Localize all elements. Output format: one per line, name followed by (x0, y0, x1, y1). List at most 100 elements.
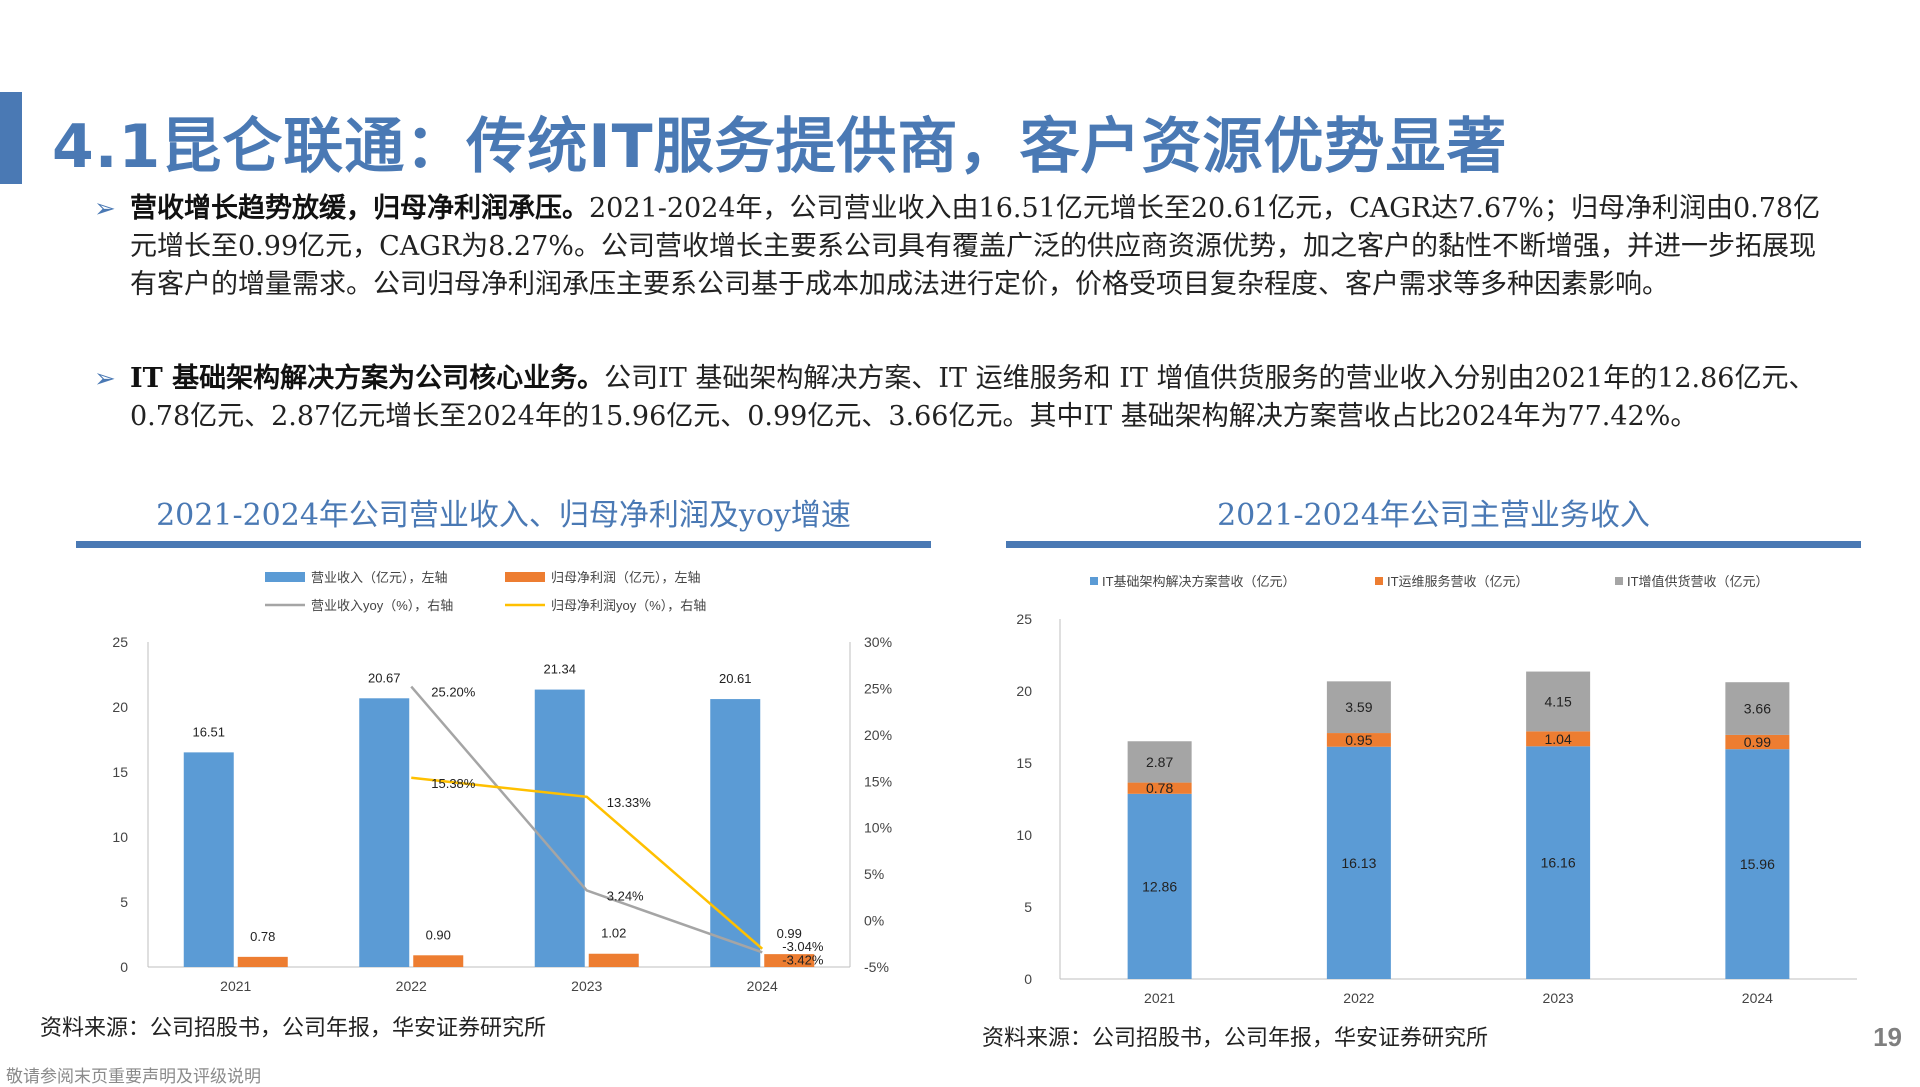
paragraph-1-heading: 营收增长趋势放缓，归母净利润承压。 (130, 193, 589, 224)
stacked-bar-segment (1127, 741, 1192, 783)
series-line (410, 685, 763, 954)
y-tick-label: 20 (1016, 683, 1032, 699)
paragraph-1-text: 2021-2024年，公司营业收入由16.51亿元增长至20.61亿元，CAGR… (130, 193, 1821, 300)
x-tick-label: 2021 (220, 978, 251, 994)
bar (413, 955, 464, 967)
x-tick-label: 2022 (396, 978, 427, 994)
y-left-tick-label: 10 (112, 829, 128, 845)
right-chart-section-title: 2021-2024年公司主营业务收入 (1217, 498, 1650, 533)
y-left-tick-label: 25 (112, 634, 128, 650)
line-data-label: 15.38% (431, 776, 476, 791)
bar (588, 953, 639, 967)
bar (710, 699, 761, 967)
data-label: 3.66 (1744, 701, 1771, 717)
y-left-tick-label: 0 (120, 959, 128, 975)
series-line (411, 776, 764, 950)
y-right-tick-label: 10% (864, 820, 892, 836)
y-right-tick-label: 25% (864, 680, 892, 696)
bar (183, 752, 234, 967)
y-tick-label: 15 (1016, 755, 1032, 771)
y-tick-label: 0 (1024, 971, 1032, 987)
data-label: 12.86 (1142, 878, 1177, 894)
stacked-bar-segment (1127, 782, 1192, 794)
arrow-bullet-icon: ➢ (94, 194, 116, 224)
bar (359, 698, 410, 967)
legend-swatch (1615, 577, 1623, 585)
bar (237, 956, 288, 967)
x-tick-label: 2024 (1742, 990, 1773, 1006)
y-left-tick-label: 15 (112, 764, 128, 780)
bar (764, 954, 815, 967)
line-data-label: 13.33% (607, 795, 652, 810)
arrow-bullet-icon: ➢ (94, 364, 116, 394)
title-accent-bar (0, 92, 22, 184)
left-chart-section-title: 2021-2024年公司营业收入、归母净利润及yoy增速 (156, 498, 851, 533)
line-data-label: -3.04% (782, 939, 824, 954)
y-tick-label: 25 (1016, 611, 1032, 627)
bar (534, 689, 585, 967)
y-tick-label: 5 (1024, 899, 1032, 915)
x-tick-label: 2024 (747, 978, 778, 994)
data-label: 0.90 (426, 927, 451, 942)
business-revenue-chart: IT基础架构解决方案营收（亿元） IT运维服务营收（亿元） IT增值供货营收（亿元）… (1016, 574, 1857, 1006)
y-right-tick-label: 0% (864, 913, 884, 929)
line-data-label: 3.24% (607, 888, 644, 903)
data-label: 16.51 (192, 724, 225, 739)
stacked-bar-segment (1526, 671, 1591, 732)
stacked-bar-segment (1326, 681, 1391, 734)
y-right-tick-label: 30% (864, 634, 892, 650)
data-label: 4.15 (1545, 693, 1572, 709)
line-data-label: -3.42% (782, 952, 824, 967)
legend-label: 归母净利润yoy（%），右轴 (551, 598, 706, 613)
legend-swatch (505, 572, 545, 582)
legend-label: IT运维服务营收（亿元） (1387, 574, 1529, 589)
y-right-tick-label: 15% (864, 773, 892, 789)
y-left-tick-label: 20 (112, 699, 128, 715)
page-title: 4.1昆仑联通：传统IT服务提供商，客户资源优势显著 (52, 112, 1508, 182)
y-right-tick-label: 20% (864, 727, 892, 743)
stacked-bar-segment (1725, 682, 1790, 735)
stacked-bar-segment (1326, 746, 1391, 979)
data-label: 0.99 (1744, 734, 1771, 750)
legend-label: IT增值供货营收（亿元） (1627, 574, 1769, 589)
page-number: 19 (1873, 1022, 1902, 1052)
left-source-note: 资料来源：公司招股书，公司年报，华安证券研究所 (40, 1016, 547, 1041)
legend-label: 归母净利润（亿元），左轴 (551, 570, 701, 585)
stacked-bar-segment (1725, 749, 1790, 979)
right-source-note: 资料来源：公司招股书，公司年报，华安证券研究所 (982, 1026, 1489, 1051)
data-label: 20.67 (368, 670, 401, 685)
x-tick-label: 2023 (1543, 990, 1574, 1006)
data-label: 3.59 (1345, 699, 1372, 715)
data-label: 20.61 (719, 671, 752, 686)
stacked-bar-segment (1526, 731, 1591, 747)
right-section-underline (1006, 541, 1861, 548)
y-left-tick-label: 5 (120, 894, 128, 910)
data-label: 0.78 (1146, 780, 1173, 796)
data-label: 1.02 (601, 926, 626, 941)
y-tick-label: 10 (1016, 827, 1032, 843)
paragraph-2: ➢ IT 基础架构解决方案为公司核心业务。公司IT 基础架构解决方案、IT 运维… (94, 360, 1824, 436)
data-label: 2.87 (1146, 754, 1173, 770)
left-section-underline (76, 541, 931, 548)
paragraph-2-heading: IT 基础架构解决方案为公司核心业务。 (130, 363, 605, 394)
data-label: 0.99 (777, 926, 802, 941)
data-label: 1.04 (1545, 731, 1572, 747)
data-label: 21.34 (543, 662, 576, 677)
line-data-label: 25.20% (431, 685, 476, 700)
legend-label: 营业收入（亿元），左轴 (311, 570, 448, 585)
legend-label: 营业收入yoy（%），右轴 (311, 598, 453, 613)
legend-swatch (1375, 577, 1383, 585)
stacked-bar-segment (1725, 734, 1790, 750)
data-label: 16.16 (1541, 855, 1576, 871)
legend-swatch (265, 572, 305, 582)
y-right-tick-label: 5% (864, 866, 884, 882)
stacked-bar-segment (1526, 746, 1591, 979)
paragraph-2-text: 公司IT 基础架构解决方案、IT 运维服务和 IT 增值供货服务的营业收入分别由… (130, 363, 1816, 432)
data-label: 0.95 (1345, 732, 1372, 748)
stacked-bar-segment (1326, 733, 1391, 747)
x-tick-label: 2022 (1343, 990, 1374, 1006)
legend-swatch (1090, 577, 1098, 585)
paragraph-1: ➢ 营收增长趋势放缓，归母净利润承压。2021-2024年，公司营业收入由16.… (94, 190, 1824, 304)
disclaimer-footer: 敬请参阅末页重要声明及评级说明 (6, 1067, 261, 1087)
